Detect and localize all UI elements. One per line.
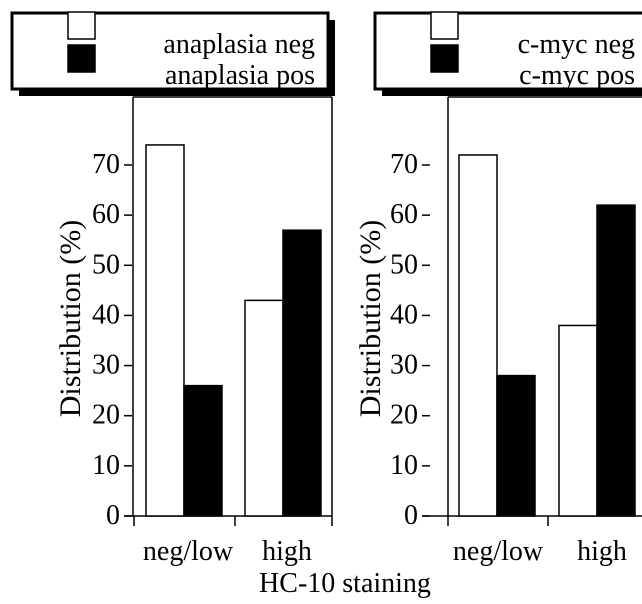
bar-c-myc-pos-neg-low	[496, 374, 536, 517]
bar-anaplasia-neg-neg-low	[145, 144, 185, 517]
y-tick-label-70: 70	[92, 149, 120, 180]
y-tick-label-40: 40	[390, 299, 418, 330]
category-label-high: high	[262, 536, 312, 567]
y-axis-title: Distribution (%)	[354, 220, 387, 417]
legend-label-anaplasia-neg: anaplasia neg	[163, 29, 315, 60]
y-axis-title: Distribution (%)	[54, 220, 87, 417]
category-label-neg-low: neg/low	[453, 536, 544, 567]
legend-swatch-c-myc-pos	[430, 44, 459, 73]
legend-swatch-anaplasia-neg	[67, 11, 96, 40]
y-tick-label-0: 0	[106, 500, 120, 531]
legend-swatch-anaplasia-pos	[67, 44, 96, 73]
y-tick-label-50: 50	[92, 249, 120, 280]
y-tick-label-70: 70	[390, 149, 418, 180]
legend-label-c-myc-pos: c-myc pos	[519, 60, 635, 91]
bar-c-myc-neg-high	[558, 324, 598, 517]
legend-swatch-c-myc-neg	[430, 11, 459, 40]
y-tick-label-30: 30	[92, 350, 120, 381]
bar-anaplasia-pos-neg-low	[183, 384, 223, 517]
category-label-neg-low: neg/low	[143, 536, 234, 567]
bar-c-myc-pos-high	[596, 204, 636, 517]
y-tick-label-10: 10	[390, 450, 418, 481]
x-axis-title: HC-10 staining	[259, 568, 431, 599]
bar-anaplasia-neg-high	[244, 299, 284, 517]
y-tick-label-60: 60	[92, 199, 120, 230]
bar-c-myc-neg-neg-low	[458, 154, 498, 517]
legend-label-c-myc-neg: c-myc neg	[518, 29, 635, 60]
bar-anaplasia-pos-high	[282, 229, 322, 517]
legend-label-anaplasia-pos: anaplasia pos	[165, 60, 315, 91]
y-tick-label-20: 20	[92, 400, 120, 431]
y-tick-label-30: 30	[390, 350, 418, 381]
y-tick-label-20: 20	[390, 400, 418, 431]
legend-box	[373, 11, 642, 91]
y-tick-label-60: 60	[390, 199, 418, 230]
y-tick-label-10: 10	[92, 450, 120, 481]
category-label-high: high	[577, 536, 627, 567]
legend-box	[10, 11, 330, 91]
y-tick-label-50: 50	[390, 249, 418, 280]
y-tick-label-40: 40	[92, 299, 120, 330]
y-tick-label-0: 0	[404, 500, 418, 531]
